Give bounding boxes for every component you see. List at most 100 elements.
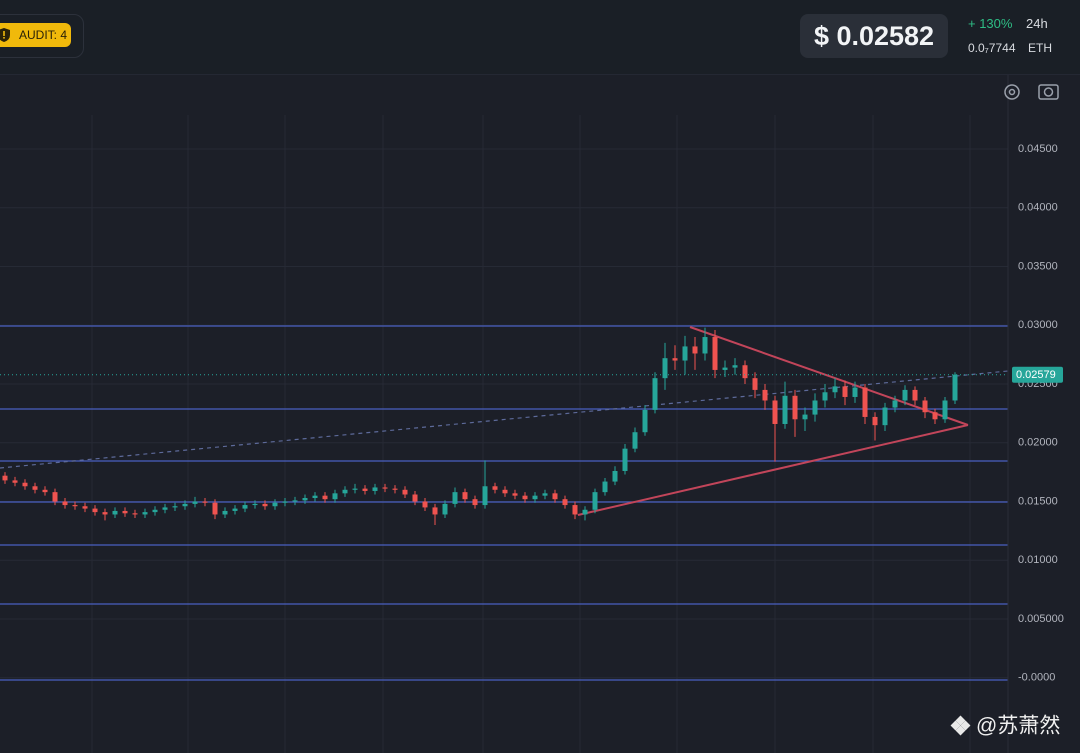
camera-icon[interactable] [1038, 84, 1059, 100]
candle-body [772, 400, 778, 424]
candle-body [942, 400, 948, 420]
toolbar [1004, 84, 1059, 100]
candle-body [502, 489, 508, 494]
candle-body [912, 389, 918, 401]
candle-body [422, 501, 428, 508]
candle-body [832, 386, 838, 393]
price-axis [1008, 75, 1080, 753]
candle-body [352, 488, 358, 490]
candle-body [692, 346, 698, 354]
change: + 130% [968, 16, 1013, 31]
eth-unit: ETH [1028, 41, 1052, 55]
candle-body [92, 508, 98, 513]
candle-body [342, 489, 348, 494]
candle-body [482, 486, 488, 506]
candle-body [632, 432, 638, 449]
candle-body [312, 495, 318, 499]
price: $ 0.02582 [800, 14, 948, 58]
candle-body [682, 346, 688, 361]
candle-body [782, 395, 788, 424]
candle-body [442, 503, 448, 515]
candle-body [302, 498, 308, 501]
last-price-tag [1012, 366, 1063, 383]
candle-body [392, 488, 398, 490]
candle-body [42, 489, 48, 493]
candle-body [852, 387, 858, 397]
candle-body [542, 493, 548, 496]
y-tick-label: 0.02000 [1018, 437, 1058, 449]
candle-body [882, 407, 888, 426]
candle-body [122, 510, 128, 514]
candle-body [552, 493, 558, 500]
period: 24h [1026, 16, 1048, 31]
candle-body [672, 358, 678, 361]
y-tick-label: 0.01000 [1018, 554, 1058, 566]
candle-body [2, 475, 8, 481]
candle-body [762, 389, 768, 401]
candle-body [332, 493, 338, 500]
triangle-upper [689, 326, 969, 426]
candle-body [22, 482, 28, 487]
candle-body [52, 492, 58, 502]
candle-body [212, 502, 218, 515]
candle-body [202, 501, 208, 503]
audit-badge[interactable]: AUDIT: 4 [0, 23, 71, 47]
candle-body [272, 502, 278, 507]
candle-body [132, 513, 138, 515]
candle-body [862, 387, 868, 417]
candle-body [492, 486, 498, 490]
candle-body [12, 480, 18, 483]
candle-body [562, 499, 568, 506]
candle-body [452, 492, 458, 504]
candle-body [602, 481, 608, 493]
candle-body [512, 493, 518, 496]
camera-lens [1043, 87, 1054, 97]
candle-body [222, 510, 228, 515]
candle-body [152, 509, 158, 513]
settings-icon[interactable] [1004, 84, 1020, 100]
candle-body [372, 487, 378, 491]
candle-body [752, 378, 758, 390]
y-tick-label: 0.04000 [1018, 202, 1058, 214]
candle-body [362, 488, 368, 491]
candle-body [792, 395, 798, 420]
candle-body [722, 367, 728, 370]
candle-body [582, 509, 588, 515]
trend-line [0, 370, 1009, 469]
candle-body [662, 358, 668, 379]
candle-body [232, 508, 238, 511]
candle-body [702, 337, 708, 354]
candle-body [112, 510, 118, 515]
triangle-lower [577, 424, 969, 516]
candle-body [432, 507, 438, 515]
candle-body [872, 416, 878, 426]
candle-body [162, 507, 168, 510]
candle-body [62, 501, 68, 506]
candle-body [592, 492, 598, 510]
candle-body [252, 503, 258, 506]
candle-body [952, 374, 958, 401]
candle-body [292, 500, 298, 502]
candle-body [642, 409, 648, 433]
drawings [0, 325, 1009, 681]
candle-body [572, 505, 578, 515]
candle-body [532, 495, 538, 500]
candle-body [802, 414, 808, 420]
y-tick-label: -0.0000 [1018, 672, 1055, 684]
candle-body [902, 389, 908, 401]
watermark: @苏萧然 [976, 715, 1060, 738]
candle-body [732, 365, 738, 368]
candle-body [262, 503, 268, 507]
candle-body [182, 503, 188, 507]
top-bar: AUDIT: 4 $ 0.02582 + 130% 24h 0.0₇7744 E… [0, 0, 1080, 75]
candle-body [742, 365, 748, 379]
candle-body [472, 499, 478, 506]
candle-body [842, 386, 848, 397]
candle-body [412, 494, 418, 502]
watermark-logo [950, 715, 971, 736]
candle-body [242, 505, 248, 509]
y-tick-label: 0.04500 [1018, 143, 1058, 155]
candle-body [72, 505, 78, 507]
